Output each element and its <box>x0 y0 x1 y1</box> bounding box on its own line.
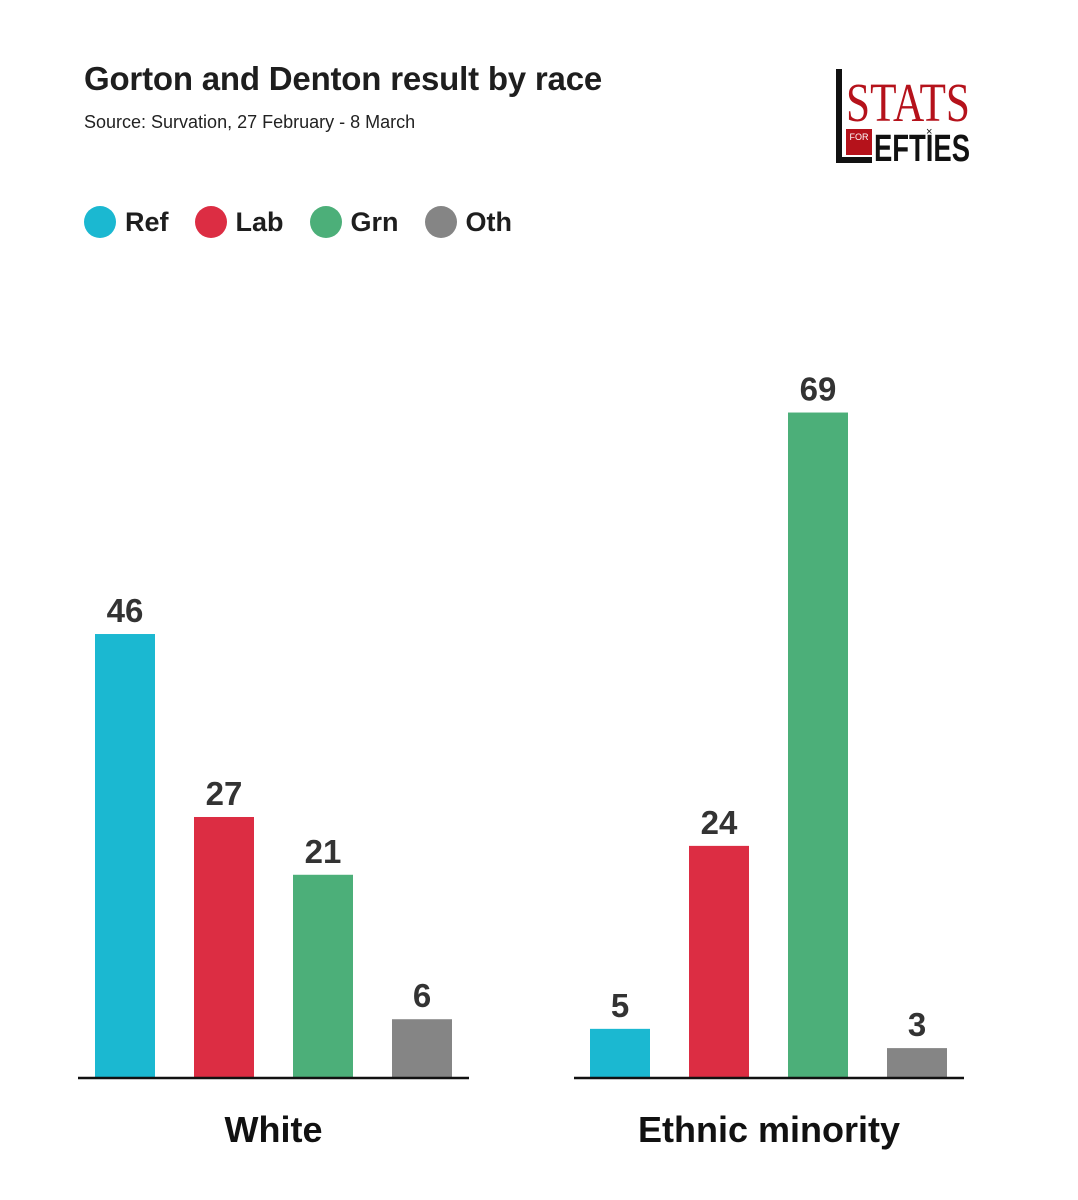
data-label-white-ref: 46 <box>107 592 144 629</box>
data-label-ethnic-minority-grn: 69 <box>800 371 837 408</box>
category-label-white: White <box>225 1109 323 1150</box>
svg-text:×: × <box>926 126 932 138</box>
legend-label-grn: Grn <box>350 206 399 237</box>
legend: Ref Lab Grn Oth <box>84 206 538 238</box>
legend-label-ref: Ref <box>125 206 169 237</box>
data-label-ethnic-minority-lab: 24 <box>701 804 738 841</box>
svg-text:FOR: FOR <box>850 132 869 142</box>
svg-text:EFTIES: EFTIES <box>874 128 970 165</box>
legend-item-ref: Ref <box>84 206 169 238</box>
data-label-ethnic-minority-ref: 5 <box>611 987 629 1024</box>
legend-swatch-oth <box>424 206 457 238</box>
bar-ethnic-minority-oth <box>887 1048 947 1077</box>
bar-white-grn <box>293 874 353 1077</box>
bar-ethnic-minority-ref <box>590 1028 650 1077</box>
bar-ethnic-minority-grn <box>788 412 848 1077</box>
legend-item-lab: Lab <box>194 206 284 238</box>
category-label-ethnic-minority: Ethnic minority <box>638 1109 900 1150</box>
legend-item-grn: Grn <box>309 206 399 238</box>
legend-item-oth: Oth <box>424 206 513 238</box>
chart-source: Source: Survation, 27 February - 8 March <box>84 112 416 132</box>
legend-label-oth: Oth <box>465 206 513 237</box>
stats-for-lefties-logo: STATS FOR EFTIES × <box>836 69 970 165</box>
svg-text:STATS: STATS <box>846 72 970 133</box>
chart-title: Gorton and Denton result by race <box>84 60 603 97</box>
data-label-ethnic-minority-oth: 3 <box>908 1006 926 1043</box>
bar-white-oth <box>392 1019 452 1077</box>
legend-label-lab: Lab <box>235 206 284 237</box>
bar-white-ref <box>95 634 155 1077</box>
bar-white-lab <box>194 816 254 1077</box>
legend-swatch-lab <box>194 206 227 238</box>
data-label-white-grn: 21 <box>305 833 342 870</box>
legend-swatch-grn <box>309 206 342 238</box>
bar-ethnic-minority-lab <box>689 845 749 1077</box>
data-label-white-oth: 6 <box>413 977 431 1014</box>
legend-swatch-ref <box>84 206 116 238</box>
data-label-white-lab: 27 <box>206 775 243 812</box>
